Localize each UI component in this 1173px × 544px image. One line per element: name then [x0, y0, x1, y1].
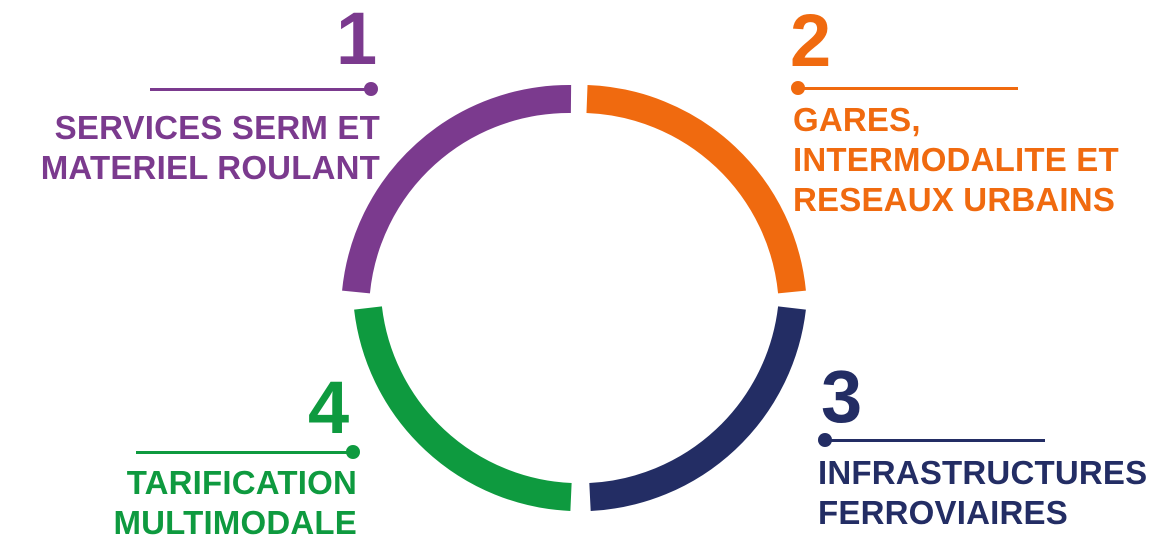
segment-4-number: 4 — [308, 366, 350, 449]
segment-1-number: 1 — [336, 0, 378, 80]
segment-4-connector-dot — [346, 445, 360, 459]
segment-3-label-line-1: INFRASTRUCTURES — [818, 454, 1148, 491]
segment-1-label-line-2: MATERIEL ROULANT — [40, 149, 380, 186]
segment-2-connector-dot — [791, 81, 805, 95]
segment-2-connector-line — [798, 87, 1018, 90]
segment-2-label-line-1: GARES, — [793, 101, 921, 138]
segment-4-label: TARIFICATION MULTIMODALE — [113, 463, 357, 543]
ring-segment-2 — [586, 85, 806, 294]
segment-4-label-line-2: MULTIMODALE — [113, 504, 357, 541]
segment-1-label-line-1: SERVICES SERM ET — [54, 109, 380, 146]
segment-3-label: INFRASTRUCTURES FERROVIAIRES — [818, 453, 1147, 533]
segment-3-connector-line — [825, 439, 1045, 442]
ring-segment-3 — [589, 306, 806, 511]
segment-2-label-line-3: RESEAUX URBAINS — [793, 181, 1116, 218]
segment-1-label: SERVICES SERM ET MATERIEL ROULANT — [41, 108, 380, 188]
segment-1-connector-dot — [364, 82, 378, 96]
segment-1-connector-line — [150, 88, 372, 91]
segment-2-label: GARES, INTERMODALITE ET RESEAUX URBAINS — [793, 100, 1119, 220]
segment-4-connector-line — [136, 451, 354, 454]
segment-2-label-line-2: INTERMODALITE ET — [793, 141, 1119, 178]
segment-3-connector-dot — [818, 433, 832, 447]
segment-4-label-line-1: TARIFICATION — [126, 464, 357, 501]
ring-segment-4 — [354, 306, 572, 511]
ring-segment-1 — [342, 84, 572, 294]
segment-2-number: 2 — [790, 0, 832, 82]
segment-3-label-line-2: FERROVIAIRES — [818, 494, 1068, 531]
segment-3-number: 3 — [821, 355, 863, 438]
